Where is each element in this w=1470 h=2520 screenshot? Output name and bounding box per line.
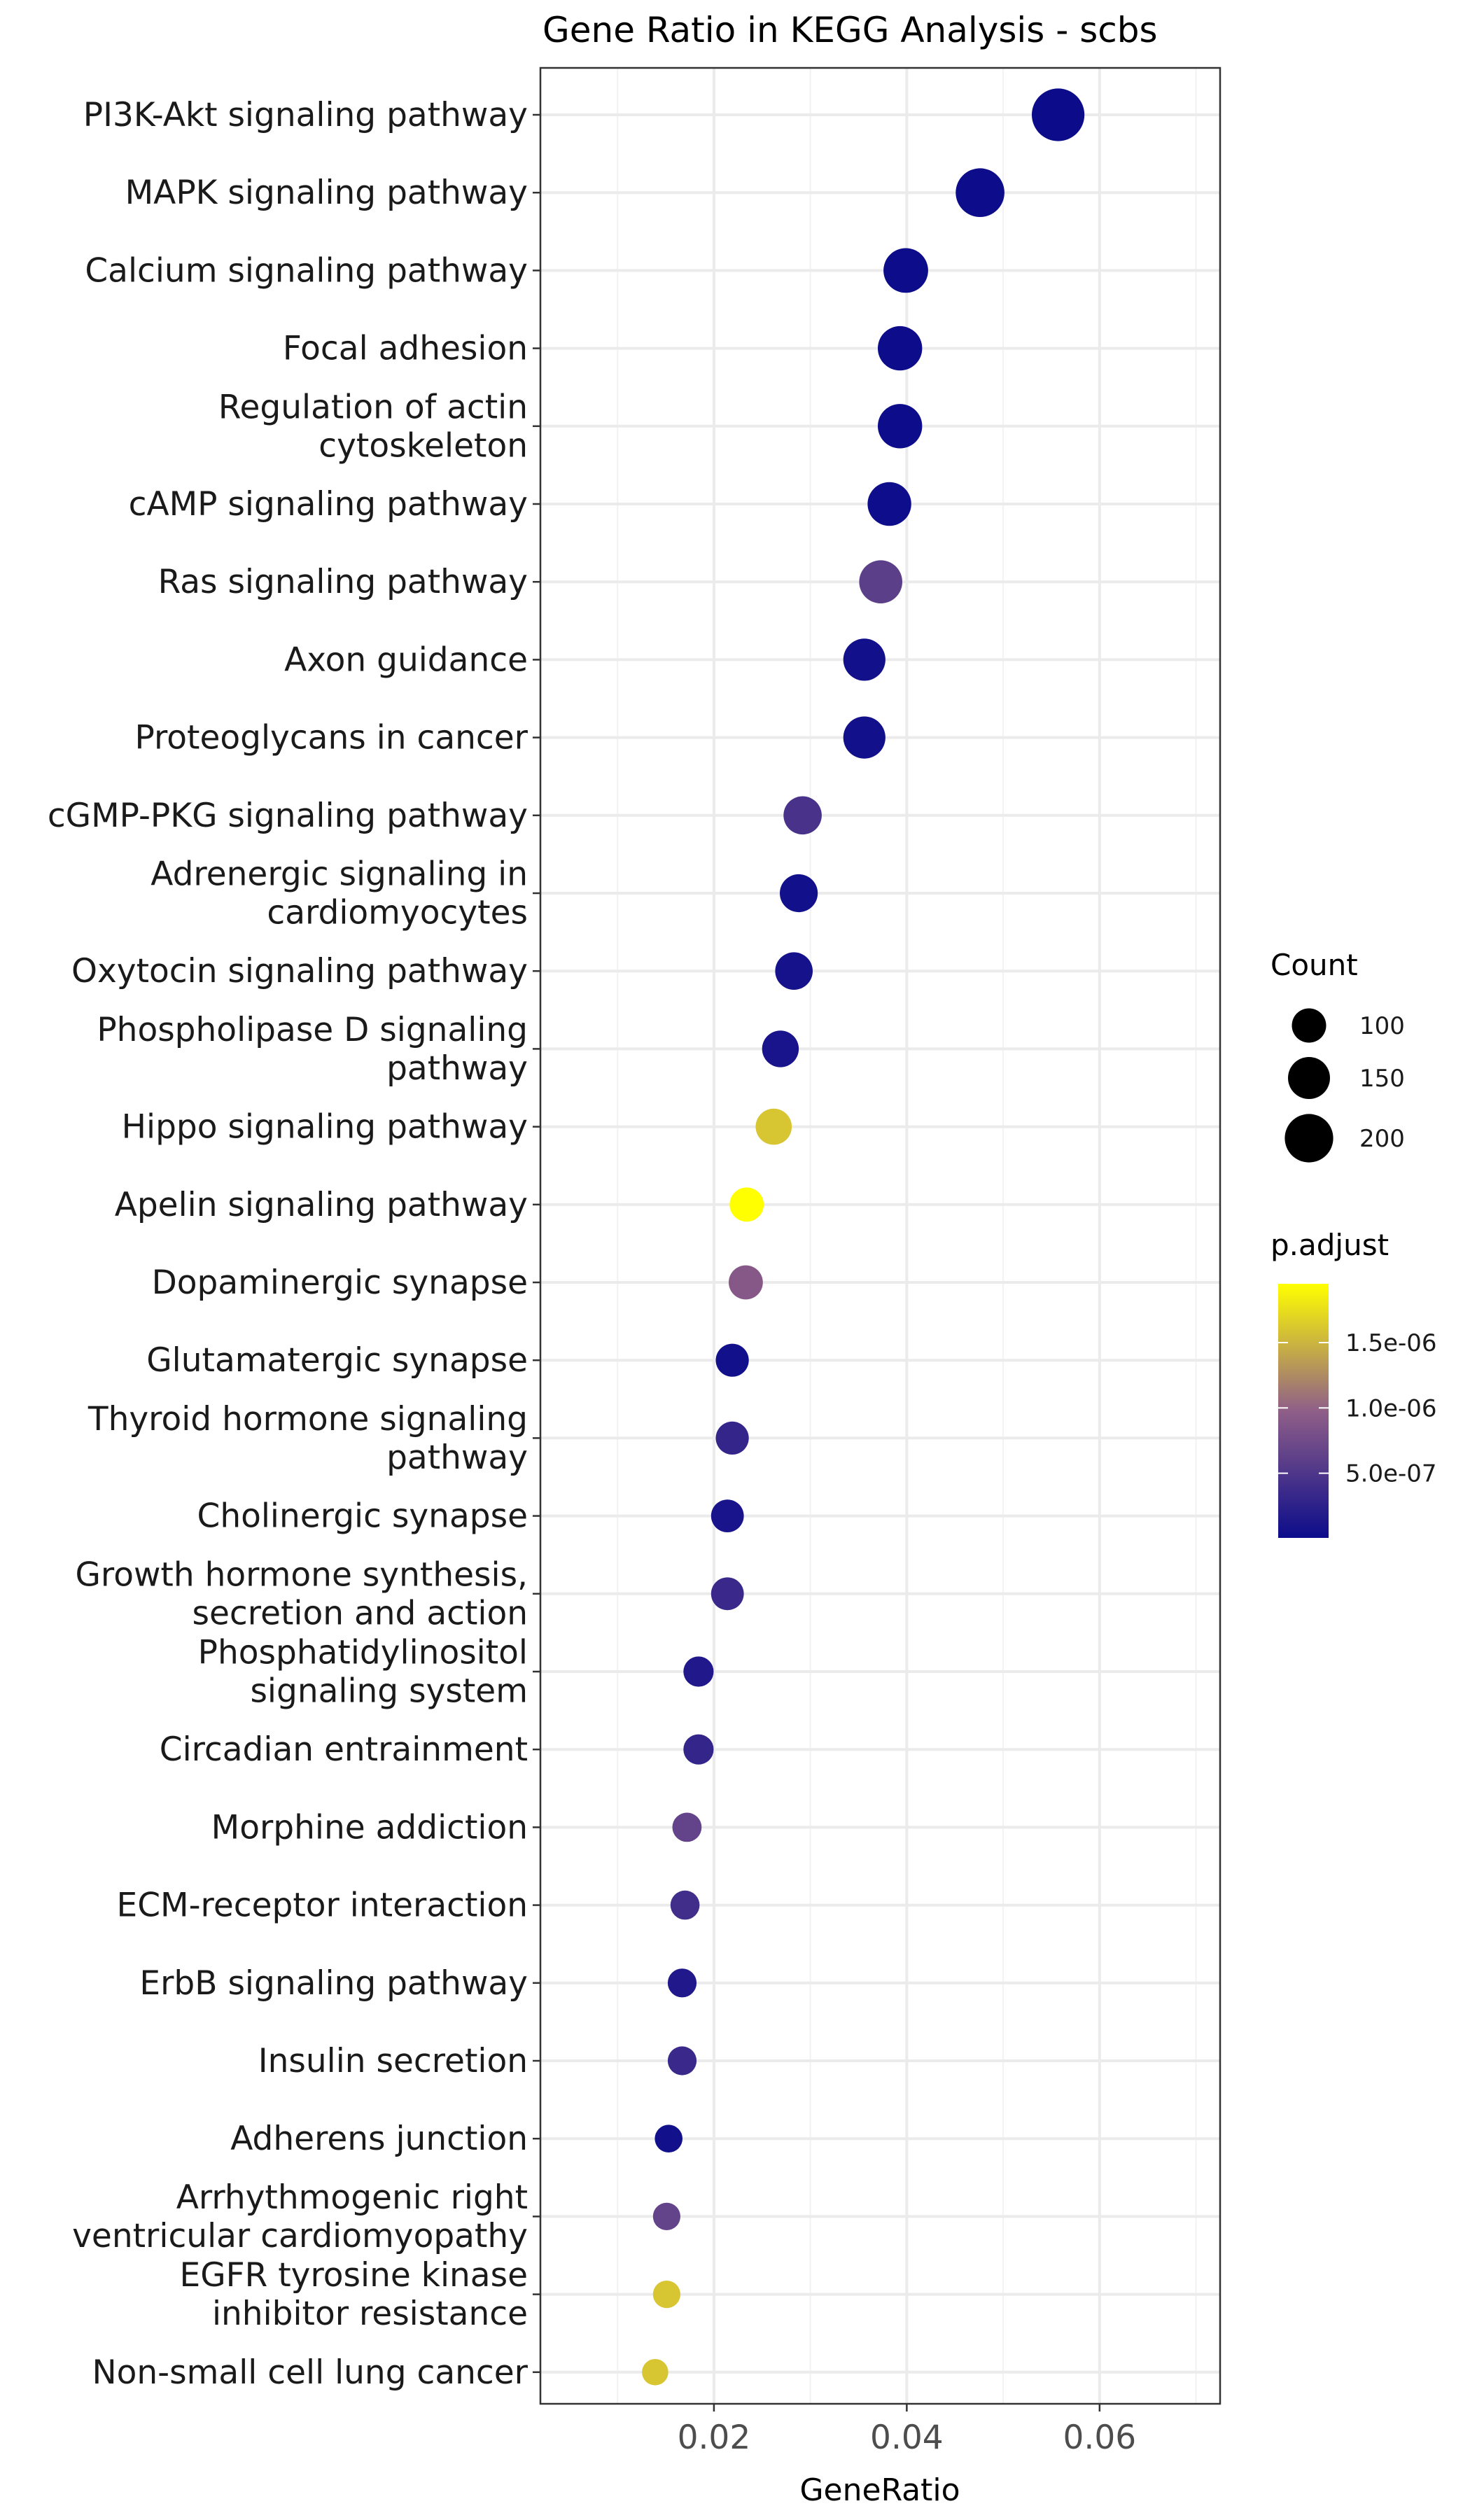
- y-category-label: MAPK signaling pathway: [125, 174, 528, 212]
- data-point: [683, 1656, 714, 1687]
- y-category-label: pathway: [386, 1438, 528, 1477]
- data-point: [762, 1030, 799, 1068]
- y-category-label: Oxytocin signaling pathway: [71, 952, 528, 990]
- data-point: [878, 404, 923, 449]
- y-category-label: Phosphatidylinositol: [198, 1634, 528, 1672]
- y-category-label: EGFR tyrosine kinase: [180, 2256, 528, 2295]
- data-point: [955, 168, 1004, 217]
- data-point: [843, 716, 886, 759]
- x-tick-label: 0.04: [870, 2418, 944, 2457]
- y-category-label: cGMP-PKG signaling pathway: [48, 797, 528, 835]
- y-category-label: Regulation of actin: [218, 388, 528, 426]
- color-bar-label: 1.0e-06: [1345, 1394, 1437, 1422]
- color-legend-title: p.adjust: [1270, 1228, 1389, 1262]
- data-point: [775, 952, 813, 990]
- data-point: [667, 1968, 697, 1998]
- data-point: [683, 1734, 714, 1765]
- y-category-label: Morphine addiction: [211, 1808, 528, 1847]
- data-point: [652, 2281, 681, 2309]
- y-category-label: pathway: [386, 1049, 528, 1088]
- count-legend-key: [1292, 1008, 1326, 1043]
- plot-panel: [539, 66, 1222, 2405]
- y-category-label: Phospholipase D signaling: [97, 1011, 528, 1049]
- y-category-label: Arrhythmogenic right: [176, 2178, 528, 2217]
- data-point: [878, 326, 923, 371]
- count-legend-keys: 100 150 200: [1284, 1008, 1405, 1163]
- count-legend-label: 200: [1359, 1125, 1405, 1153]
- points-layer: [642, 88, 1085, 2386]
- y-category-label: ventricular cardiomyopathy: [72, 2217, 528, 2255]
- data-point: [755, 1108, 792, 1145]
- y-category-label: Cholinergic synapse: [197, 1497, 528, 1536]
- data-point: [715, 1421, 749, 1455]
- y-category-label: inhibitor resistance: [212, 2295, 528, 2333]
- y-category-label: Calcium signaling pathway: [85, 251, 528, 290]
- y-category-label: PI3K-Akt signaling pathway: [83, 96, 528, 134]
- data-point: [654, 2124, 682, 2152]
- count-legend-key: [1284, 1114, 1334, 1163]
- y-category-label: cardiomyocytes: [267, 894, 528, 932]
- y-category-label: Non-small cell lung cancer: [92, 2353, 528, 2392]
- data-point: [859, 560, 902, 603]
- y-category-label: Insulin secretion: [258, 2042, 528, 2080]
- y-category-label: cAMP signaling pathway: [129, 485, 528, 524]
- data-point: [667, 2046, 697, 2076]
- legend: Count 100 150 200 p.adjust 5.0e-07 1.0e-06 1…: [1270, 948, 1437, 1538]
- data-point: [729, 1187, 764, 1222]
- y-category-label: Ras signaling pathway: [158, 563, 528, 601]
- y-category-label: Proteoglycans in cancer: [134, 719, 528, 757]
- color-bar-label: 1.5e-06: [1345, 1329, 1437, 1357]
- y-category-label: Circadian entrainment: [160, 1730, 528, 1769]
- data-point: [710, 1577, 744, 1611]
- data-point: [783, 796, 822, 835]
- color-bar-label: 5.0e-07: [1345, 1460, 1437, 1488]
- data-point: [780, 874, 818, 913]
- x-axis: 0.02 0.04 0.06: [678, 2404, 1137, 2457]
- y-axis: PI3K-Akt signaling pathway MAPK signaling…: [48, 96, 540, 2392]
- y-category-label: Axon guidance: [284, 640, 528, 679]
- y-category-label: Hippo signaling pathway: [122, 1108, 528, 1147]
- data-point: [729, 1265, 763, 1300]
- y-category-label: Growth hormone synthesis,: [76, 1555, 528, 1594]
- count-legend-label: 150: [1359, 1065, 1405, 1093]
- data-point: [652, 2202, 681, 2230]
- y-category-label: cytoskeleton: [318, 426, 528, 465]
- y-category-label: Adherens junction: [230, 2120, 528, 2158]
- y-category-label: ErbB signaling pathway: [139, 1964, 528, 2003]
- count-legend-title: Count: [1270, 948, 1358, 982]
- y-category-label: Glutamatergic synapse: [146, 1341, 528, 1380]
- y-category-label: ECM-receptor interaction: [117, 1886, 528, 1925]
- count-legend-key: [1288, 1057, 1330, 1099]
- y-category-label: Apelin signaling pathway: [115, 1186, 528, 1224]
- y-category-label: Dopaminergic synapse: [152, 1264, 528, 1302]
- data-point: [867, 482, 911, 526]
- chart-title: Gene Ratio in KEGG Analysis - scbs: [542, 10, 1158, 50]
- y-category-label: signaling system: [250, 1672, 528, 1711]
- data-point: [715, 1343, 749, 1377]
- x-axis-title: GeneRatio: [799, 2472, 960, 2508]
- x-tick-label: 0.02: [678, 2418, 751, 2457]
- count-legend-label: 100: [1359, 1012, 1405, 1040]
- data-point: [642, 2359, 668, 2386]
- y-category-label: Adrenergic signaling in: [150, 855, 528, 894]
- x-tick-label: 0.06: [1063, 2418, 1137, 2457]
- data-point: [843, 638, 886, 681]
- color-legend: 5.0e-07 1.0e-06 1.5e-06: [1278, 1284, 1437, 1538]
- data-point: [883, 248, 928, 293]
- data-point: [670, 1890, 700, 1920]
- color-bar: [1278, 1284, 1329, 1538]
- data-point: [1032, 88, 1085, 141]
- y-category-label: Focal adhesion: [283, 330, 528, 368]
- y-category-label: secretion and action: [192, 1594, 528, 1632]
- y-category-label: Thyroid hormone signaling: [88, 1400, 528, 1438]
- data-point: [672, 1812, 702, 1842]
- data-point: [710, 1499, 744, 1533]
